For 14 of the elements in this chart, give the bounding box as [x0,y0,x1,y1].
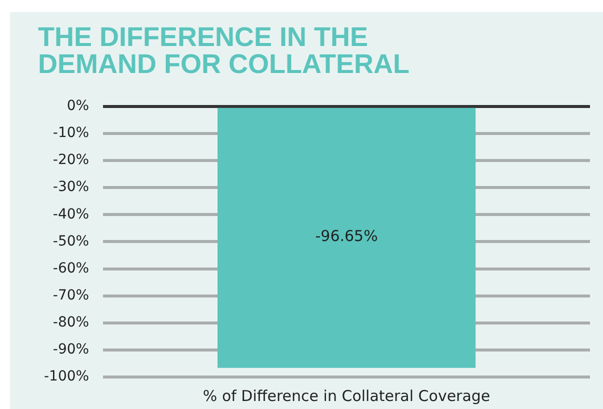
chart-title: THE DIFFERENCE IN THE DEMAND FOR COLLATERAL [38,22,410,79]
y-tick-label: -70% [52,287,90,304]
y-tick-label: -90% [52,342,90,358]
y-tick-label: -50% [52,233,90,250]
y-tick-label: -20% [52,152,90,168]
y-tick-label: -80% [52,314,90,331]
x-tick-label: % of Difference in Collateral Coverage [202,386,490,405]
y-tick-label: 0% [66,98,90,114]
y-tick-label: -10% [52,125,90,142]
y-tick-label: -100% [44,368,90,385]
y-tick-label: -40% [52,206,90,222]
y-tick-label: -30% [52,179,90,196]
data-label: -96.65% [315,227,378,246]
y-tick-label: -60% [52,260,90,276]
